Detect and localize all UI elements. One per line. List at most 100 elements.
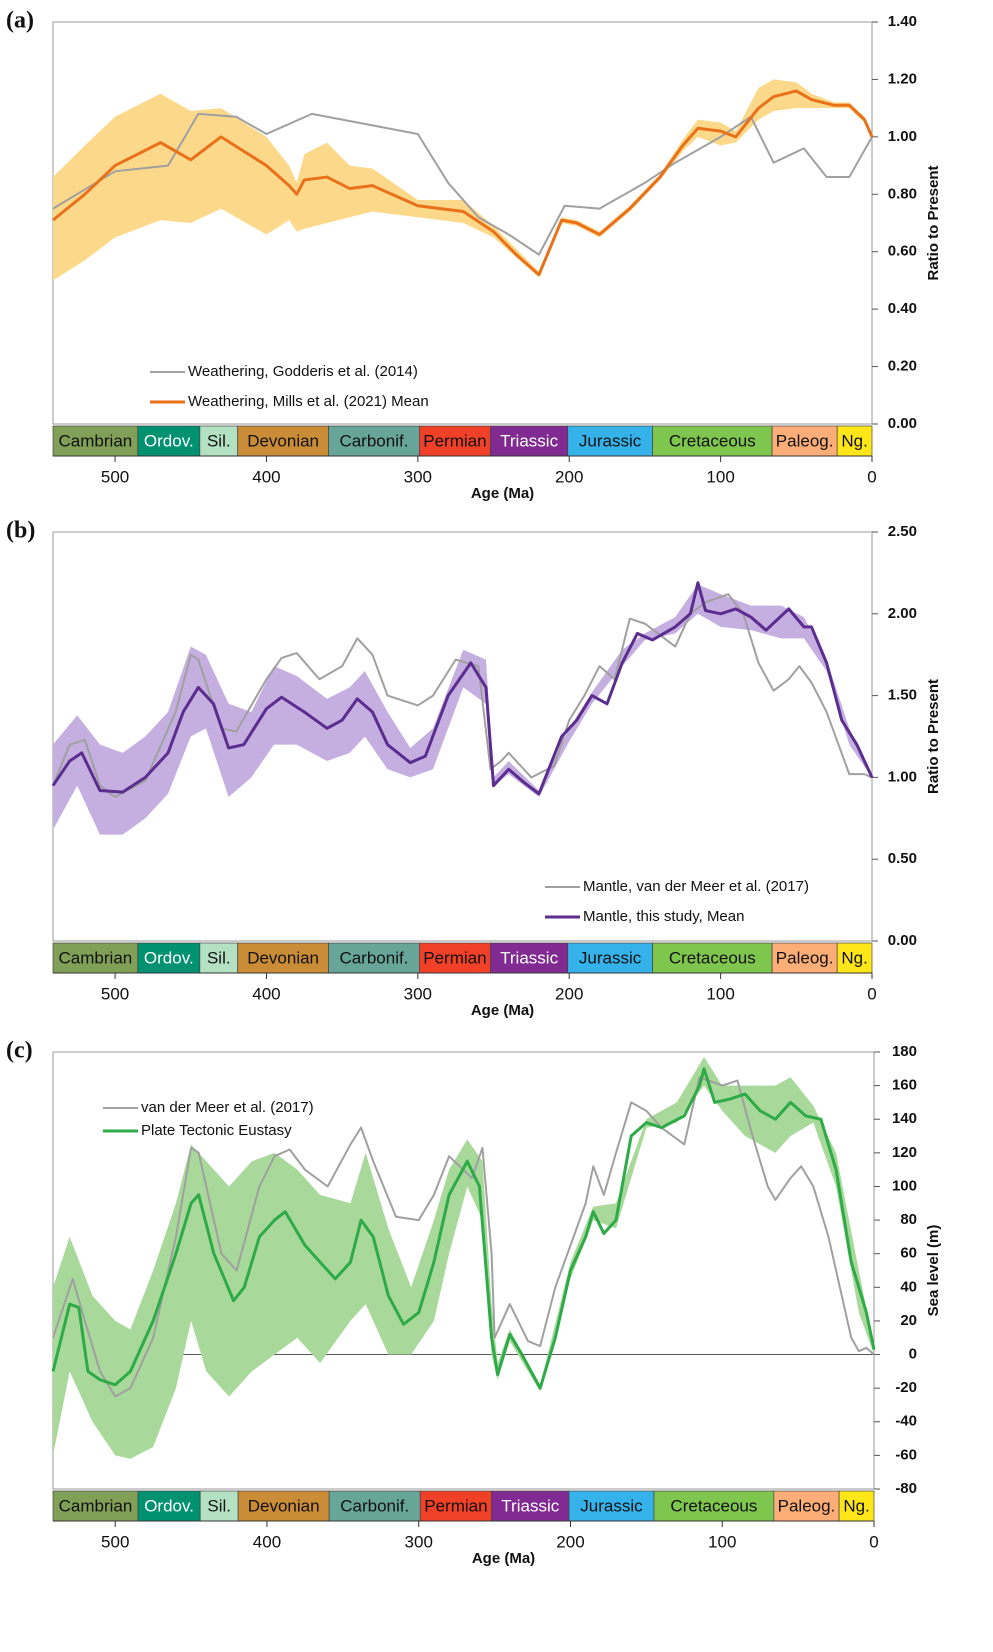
period-label: Cretaceous <box>670 1496 757 1515</box>
period-label: Cambrian <box>59 1496 133 1515</box>
y-tick-label: -40 <box>895 1413 917 1430</box>
x-tick-label: 0 <box>867 984 876 1003</box>
period-label: Paleog. <box>778 1496 836 1515</box>
y-tick-label: 0.80 <box>888 185 917 202</box>
y-tick-label: 140 <box>892 1110 917 1127</box>
y-tick-label: 0.40 <box>888 300 917 317</box>
period-box <box>490 425 569 457</box>
y-tick-label: 0.60 <box>888 243 917 260</box>
y-tick-label: 40 <box>900 1278 917 1295</box>
period-box <box>137 425 201 457</box>
period-label: Devonian <box>247 948 319 967</box>
period-label: Triassic <box>501 1496 559 1515</box>
x-tick-label: 300 <box>404 984 432 1003</box>
x-tick-label: 100 <box>708 1532 736 1551</box>
panel-label: (a) <box>6 8 34 34</box>
x-tick-label: 400 <box>252 467 280 486</box>
legend-label: Mantle, van der Meer et al. (2017) <box>583 878 809 895</box>
y-tick-label: 1.40 <box>888 13 917 30</box>
period-box <box>836 942 873 974</box>
x-tick-label: 300 <box>405 1532 433 1551</box>
period-box <box>199 1490 239 1522</box>
period-box <box>653 1490 775 1522</box>
y-tick-label: 160 <box>892 1077 917 1094</box>
period-box <box>652 942 773 974</box>
period-label: Ordov. <box>144 431 194 450</box>
y-tick-label: 120 <box>892 1144 917 1161</box>
plot-frame <box>52 1051 875 1490</box>
period-box <box>237 425 329 457</box>
period-label: Cambrian <box>59 431 133 450</box>
period-label: Ng. <box>841 948 867 967</box>
y-tick-label: 0.00 <box>888 415 917 432</box>
period-label: Carbonif. <box>340 1496 409 1515</box>
period-box <box>328 1490 421 1522</box>
y-tick-label: 0.50 <box>888 850 917 867</box>
x-tick-label: 0 <box>867 467 876 486</box>
x-tick-label: 300 <box>404 467 432 486</box>
period-box <box>237 942 329 974</box>
y-axis-title: Ratio to Present <box>925 679 942 794</box>
y-tick-label: -20 <box>895 1379 917 1396</box>
period-box <box>771 425 838 457</box>
panel-label: (c) <box>6 1038 33 1064</box>
period-label: Carbonif. <box>339 948 408 967</box>
y-tick-label: 0 <box>909 1346 917 1363</box>
series-line <box>51 1067 876 1390</box>
period-label: Sil. <box>207 1496 231 1515</box>
range-band <box>53 1057 874 1459</box>
series-line <box>52 1076 875 1398</box>
period-box <box>652 425 773 457</box>
period-box <box>419 1490 492 1522</box>
legend-label: Mantle, this study, Mean <box>583 908 744 925</box>
period-label: Devonian <box>248 1496 320 1515</box>
period-box <box>567 942 653 974</box>
y-tick-label: -80 <box>895 1480 917 1497</box>
x-axis-title: Age (Ma) <box>471 485 534 502</box>
y-tick-label: 1.50 <box>888 687 917 704</box>
period-box <box>328 942 420 974</box>
x-tick-label: 500 <box>101 467 129 486</box>
legend-label: Weathering, Mills et al. (2021) Mean <box>188 393 429 410</box>
period-box <box>491 1490 570 1522</box>
x-tick-label: 0 <box>869 1532 878 1551</box>
period-label: Ordov. <box>144 948 194 967</box>
x-tick-label: 400 <box>253 1532 281 1551</box>
x-tick-label: 100 <box>706 467 734 486</box>
y-tick-label: 0.00 <box>888 932 917 949</box>
period-label: Permian <box>423 431 486 450</box>
x-axis-title: Age (Ma) <box>472 1550 535 1567</box>
y-tick-label: 20 <box>900 1312 917 1329</box>
legend-label: van der Meer et al. (2017) <box>141 1099 314 1116</box>
x-tick-label: 100 <box>706 984 734 1003</box>
x-tick-label: 500 <box>101 1532 129 1551</box>
panel-label: (b) <box>6 518 35 544</box>
period-label: Devonian <box>247 431 319 450</box>
y-tick-label: 80 <box>900 1211 917 1228</box>
y-axis-title: Sea level (m) <box>925 1225 942 1317</box>
period-label: Carbonif. <box>339 431 408 450</box>
x-tick-label: 500 <box>101 984 129 1003</box>
period-box <box>199 942 239 974</box>
period-label: Triassic <box>500 431 558 450</box>
period-label: Triassic <box>500 948 558 967</box>
legend-label: Plate Tectonic Eustasy <box>141 1122 292 1139</box>
period-label: Cambrian <box>59 948 133 967</box>
period-label: Jurassic <box>579 431 642 450</box>
x-axis-title: Age (Ma) <box>471 1002 534 1019</box>
y-tick-label: -60 <box>895 1446 917 1463</box>
period-label: Cretaceous <box>669 948 756 967</box>
y-tick-label: 1.20 <box>888 70 917 87</box>
period-label: Paleog. <box>776 948 834 967</box>
period-box <box>137 942 201 974</box>
y-tick-label: 1.00 <box>888 128 917 145</box>
period-label: Permian <box>423 948 486 967</box>
period-label: Sil. <box>207 431 231 450</box>
y-axis-title: Ratio to Present <box>925 165 942 280</box>
period-label: Jurassic <box>580 1496 643 1515</box>
period-box <box>771 942 838 974</box>
period-box <box>52 1490 139 1522</box>
y-tick-label: 60 <box>900 1245 917 1262</box>
x-tick-label: 400 <box>252 984 280 1003</box>
